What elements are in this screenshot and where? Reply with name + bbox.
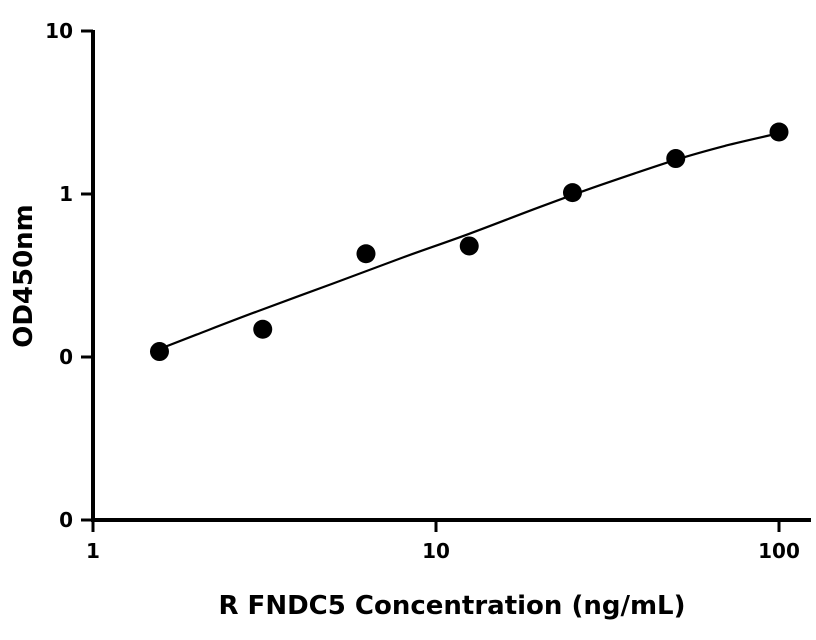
y-tick-label: 0 [59, 345, 73, 369]
data-point [459, 236, 479, 256]
data-point [666, 149, 686, 169]
x-axis-title: R FNDC5 Concentration (ng/mL) [218, 591, 685, 621]
plot-area [149, 122, 789, 362]
x-tick-label: 10 [422, 539, 450, 563]
data-point [149, 342, 169, 362]
y-axis-ticks: 0 0 1 10 [45, 19, 93, 532]
y-tick-label: 1 [59, 182, 73, 206]
x-tick-label: 1 [86, 539, 100, 563]
y-tick-label: 10 [45, 19, 73, 43]
data-point [769, 122, 789, 142]
x-tick-label: 100 [758, 539, 800, 563]
data-point [562, 183, 582, 203]
data-point [253, 319, 273, 339]
x-axis-ticks: 1 10 100 [86, 520, 800, 563]
y-axis-title: OD450nm [9, 204, 39, 348]
data-point [356, 244, 376, 264]
y-tick-label: 0 [59, 508, 73, 532]
